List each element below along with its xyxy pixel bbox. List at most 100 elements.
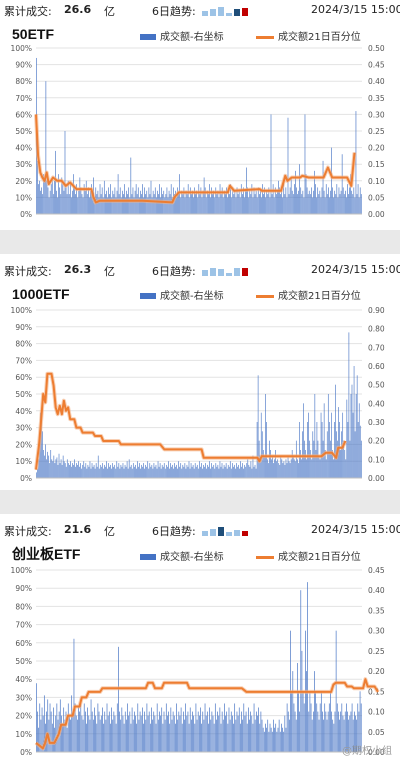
volume-bar [180,707,182,752]
volume-bar [230,468,232,478]
volume-bar [136,723,137,752]
volume-bar [115,197,117,214]
volume-bar [201,723,202,752]
volume-bar [295,440,297,478]
volume-bar [245,711,247,752]
volume-bar [331,412,332,478]
right-tick-label: 0.00 [368,474,385,483]
volume-bar [237,715,239,752]
volume-bar [224,466,226,478]
volume-bar [286,703,288,752]
volume-bar [323,403,325,478]
volume-bar [211,187,212,214]
volume-bar [43,695,45,752]
volume-bar [235,468,236,478]
volume-bar [181,468,183,478]
volume-bar [264,187,265,214]
volume-bar [289,463,291,478]
volume-bar [111,197,113,214]
volume-bar [165,194,167,214]
volume-bar [69,715,70,752]
volume-bar [39,703,41,752]
volume-bar [338,711,339,752]
volume-bar [107,197,108,214]
volume-bar [313,440,315,478]
right-tick-label: 0.50 [368,381,385,390]
volume-bar [82,197,84,214]
volume-bar [156,703,158,752]
volume-bar [204,466,205,478]
volume-bar [105,466,106,478]
volume-bar [36,683,37,752]
volume-bar [146,703,148,752]
volume-bar [218,468,220,478]
volume-bar [240,184,242,214]
volume-bar [280,455,282,478]
volume-bar [299,422,300,478]
volume-bar [169,723,171,752]
volume-bar [239,468,240,478]
volume-bar [271,459,272,478]
volume-bar [359,691,361,752]
volume-bar [158,466,160,478]
volume-bar [192,190,193,214]
volume-bar [216,194,218,214]
volume-bar [330,440,331,478]
volume-bar [321,187,323,214]
volume-bar [41,187,42,214]
volume-bar [251,468,253,478]
volume-bar [309,440,311,478]
volume-bar [55,715,57,752]
right-tick-label: 0.25 [368,127,385,136]
volume-bar [253,703,255,752]
volume-bar [87,464,89,478]
volume-bar [297,194,298,214]
volume-bar [51,723,53,752]
left-tick-label: 70% [15,356,32,365]
volume-bar [45,444,46,478]
volume-bar [91,184,92,214]
left-tick-label: 60% [15,110,32,119]
volume-bar [276,461,277,478]
volume-bar [184,463,186,478]
volume-bar [337,197,339,214]
volume-bar [344,450,346,478]
volume-bar [114,715,116,752]
volume-bar [118,646,119,752]
volume-bar [339,719,340,752]
panel-50etf: 累计成交: 26.6 亿 6日趋势: 2024/3/15 15:00 50ETF… [0,0,400,230]
left-tick-label: 70% [15,621,32,630]
right-tick-label: 0.10 [368,455,385,464]
volume-bar [201,197,203,214]
volume-bar [284,715,286,752]
chart-title: 50ETF [12,26,55,42]
volume-bar [312,197,313,214]
volume-bar [124,711,126,752]
volume-bar [92,719,94,752]
volume-bar [38,459,39,478]
volume-bar [212,466,214,478]
volume-bar [191,466,193,478]
volume-bar [91,711,93,752]
volume-bar [280,194,281,214]
volume-bar [286,197,288,214]
volume-bar [314,671,315,752]
volume-bar [341,431,342,478]
volume-bar [236,187,238,214]
volume-bar [51,177,53,214]
volume-bar [152,719,153,752]
volume-bar [311,719,313,752]
volume-bar [301,650,303,752]
volume-bar [348,719,349,752]
volume-bar [141,464,142,478]
volume-bar [123,723,125,752]
volume-bar [305,174,307,214]
right-tick-label: 0.90 [368,306,385,315]
volume-bar [87,707,88,752]
volume-bar [274,459,275,478]
volume-bar [164,719,166,752]
volume-bar [176,703,177,752]
volume-bar [174,463,175,478]
chart-title: 创业板ETF [12,546,81,562]
volume-bar [194,463,196,478]
